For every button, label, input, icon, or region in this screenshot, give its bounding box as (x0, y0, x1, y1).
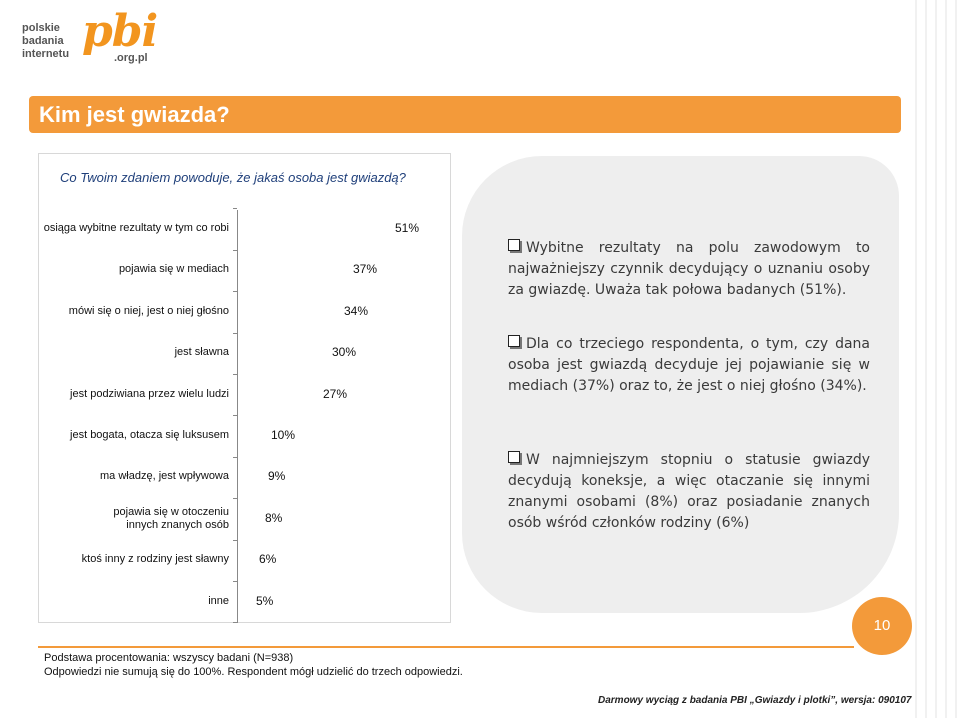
axis-tick (233, 581, 237, 582)
summary-bullet-1: Wybitne rezultaty na polu zawodowym to n… (508, 238, 870, 301)
category-label: jest podziwiana przez wielu ludzi (70, 388, 229, 400)
summary-panel (462, 156, 899, 613)
pbi-logo: polskie badania internetu pbi .org.pl (22, 8, 172, 70)
decorative-stripes (911, 0, 959, 718)
checkbox-icon (508, 335, 520, 347)
axis-tick (233, 622, 237, 623)
summary-bullet-3: W najmniejszym stopniu o statusie gwiazd… (508, 450, 870, 534)
category-label: osiąga wybitne rezultaty w tym co robi (43, 222, 229, 234)
bar-value-label: 30% (332, 345, 357, 359)
bar-value-label: 51% (395, 221, 420, 235)
checkbox-icon (508, 239, 520, 251)
logo-line-2: badania (22, 35, 64, 47)
title-bar: Kim jest gwiazda? (29, 96, 901, 133)
axis-tick (233, 415, 237, 416)
summary-bullet-2-text: Dla co trzeciego respondenta, o tym, czy… (508, 336, 870, 394)
bar (238, 588, 255, 618)
category-label: mówi się o niej, jest o niej głośno (68, 305, 229, 317)
axis-tick (233, 291, 237, 292)
chart-axis (237, 210, 238, 623)
category-label: ma władzę, jest wpływowa (100, 470, 229, 482)
category-label: jest bogata, otacza się luksusem (70, 429, 229, 441)
logo-brand: pbi (82, 6, 158, 57)
bar (238, 505, 264, 535)
bar-value-label: 10% (271, 428, 296, 442)
logo-line-3: internetu (22, 48, 70, 60)
axis-tick (233, 333, 237, 334)
bar-value-label: 9% (268, 469, 286, 483)
bar (238, 298, 343, 328)
page-title: Kim jest gwiazda? (39, 102, 230, 127)
logo-domain: .org.pl (114, 52, 148, 64)
source-note: Darmowy wyciąg z badania PBI „Gwiazdy i … (598, 695, 912, 706)
axis-tick (233, 457, 237, 458)
category-label: inne (208, 595, 229, 607)
logo-line-1: polskie (22, 22, 60, 34)
axis-tick (233, 208, 237, 209)
bar (238, 546, 258, 576)
bar (238, 256, 352, 286)
bar-value-label: 27% (323, 387, 348, 401)
axis-tick (233, 374, 237, 375)
axis-tick (233, 250, 237, 251)
axis-tick (233, 540, 237, 541)
bar (238, 422, 270, 452)
footnote-note: Odpowiedzi nie sumują się do 100%. Respo… (44, 666, 463, 678)
category-label: pojawia się w otoczeniu innych znanych o… (113, 506, 229, 531)
bar (238, 215, 394, 245)
checkbox-icon (508, 451, 520, 463)
summary-bullet-2: Dla co trzeciego respondenta, o tym, czy… (508, 334, 870, 397)
category-label: ktoś inny z rodziny jest sławny (81, 553, 229, 565)
bar (238, 339, 331, 369)
summary-bullet-3-text: W najmniejszym stopniu o statusie gwiazd… (508, 452, 870, 531)
bar-value-label: 5% (256, 594, 274, 608)
page-number-badge: 10 (852, 597, 912, 655)
footnote-base: Podstawa procentowania: wszyscy badani (… (44, 652, 294, 664)
category-label: jest sławna (174, 346, 229, 358)
bar-value-label: 8% (265, 511, 283, 525)
bar-value-label: 34% (344, 304, 369, 318)
chart-title: Co Twoim zdaniem powoduje, że jakaś osob… (60, 170, 406, 185)
page-number: 10 (873, 617, 891, 634)
axis-tick (233, 498, 237, 499)
page-divider (38, 646, 854, 648)
bar (238, 463, 267, 493)
bar-value-label: 6% (259, 552, 277, 566)
bar-value-label: 37% (353, 262, 378, 276)
bar (238, 381, 322, 411)
category-label: pojawia się w mediach (118, 263, 229, 275)
summary-bullet-1-text: Wybitne rezultaty na polu zawodowym to n… (508, 240, 870, 298)
